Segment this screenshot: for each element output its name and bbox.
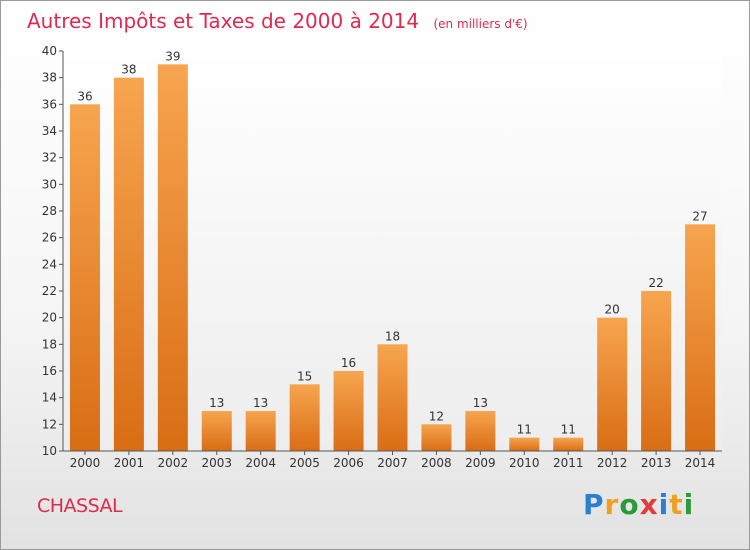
y-tick-label: 14 (42, 391, 57, 405)
data-label: 38 (121, 63, 136, 77)
y-tick-label: 16 (42, 364, 57, 378)
data-label: 11 (517, 423, 532, 437)
x-tick-label: 2004 (245, 456, 276, 470)
bar-2011 (553, 437, 584, 451)
bar-2005 (289, 384, 320, 451)
x-tick-label: 2006 (333, 456, 364, 470)
y-tick-label: 12 (42, 417, 57, 431)
bar-2006 (333, 371, 364, 451)
data-label: 18 (385, 329, 400, 343)
logo-letter: x (639, 488, 659, 521)
y-tick-label: 26 (42, 231, 57, 245)
x-tick-label: 2007 (377, 456, 408, 470)
bar-2001 (113, 77, 144, 452)
data-label: 39 (165, 49, 180, 63)
x-tick-label: 2010 (509, 456, 540, 470)
logo-letter: o (619, 488, 640, 521)
x-tick-label: 2014 (685, 456, 716, 470)
data-label: 22 (648, 276, 663, 290)
bar-2008 (421, 424, 452, 451)
proxiti-logo[interactable]: Proxiti (583, 488, 694, 521)
y-tick-label: 10 (42, 444, 57, 458)
x-tick-label: 2005 (289, 456, 320, 470)
x-tick-label: 2013 (641, 456, 672, 470)
x-tick-label: 2000 (70, 456, 101, 470)
y-tick-label: 24 (42, 257, 57, 271)
y-tick-label: 30 (42, 177, 57, 191)
bar-2010 (509, 437, 540, 451)
bar-2007 (377, 344, 408, 451)
bar-2012 (597, 317, 628, 451)
logo-letter: i (683, 488, 695, 521)
chart-title: Autres Impôts et Taxes de 2000 à 2014 (e… (27, 9, 528, 33)
logo-letter: t (669, 488, 684, 521)
data-label: 20 (605, 303, 620, 317)
y-tick-label: 36 (42, 97, 57, 111)
chart-subtitle: (en milliers d'€) (433, 17, 527, 31)
x-tick-label: 2002 (158, 456, 189, 470)
data-label: 12 (429, 409, 444, 423)
y-tick-label: 22 (42, 284, 57, 298)
town-name: CHASSAL (37, 495, 123, 517)
chart-title-main: Autres Impôts et Taxes de 2000 à 2014 (27, 9, 419, 33)
data-label: 13 (253, 396, 268, 410)
logo-letter: P (583, 488, 605, 521)
y-tick-label: 38 (42, 71, 57, 85)
x-tick-label: 2003 (201, 456, 232, 470)
data-label: 36 (77, 89, 92, 103)
bar-2002 (157, 64, 188, 452)
data-label: 16 (341, 356, 356, 370)
bar-2000 (69, 104, 100, 451)
x-axis: 2000 2001 2002 2003 2004 2005 2006 2007 2008 2009… (63, 450, 722, 470)
logo-letter: r (604, 488, 620, 521)
x-tick-label: 2009 (465, 456, 496, 470)
y-tick-label: 40 (42, 44, 57, 58)
bars-group: 36 38 39 13 13 15 16 18 12 13 11 11 20 22 27 (69, 49, 716, 452)
y-tick-label: 32 (42, 151, 57, 165)
data-label: 11 (561, 423, 576, 437)
y-axis: 10 12 14 16 18 20 22 24 26 28 30 32 34 36 38 40 (42, 44, 64, 458)
logo-letter: i (658, 488, 670, 521)
bar-2014 (685, 224, 716, 451)
y-tick-label: 28 (42, 204, 57, 218)
bar-2009 (465, 411, 496, 451)
x-tick-label: 2011 (553, 456, 584, 470)
x-tick-label: 2012 (597, 456, 628, 470)
x-tick-label: 2001 (114, 456, 145, 470)
y-tick-label: 18 (42, 337, 57, 351)
data-label: 13 (473, 396, 488, 410)
bar-2003 (201, 411, 232, 451)
x-tick-label: 2008 (421, 456, 452, 470)
data-label: 15 (297, 369, 312, 383)
y-tick-label: 34 (42, 124, 57, 138)
data-label: 13 (209, 396, 224, 410)
bar-2013 (641, 291, 672, 451)
bar-2004 (245, 411, 276, 451)
data-label: 27 (692, 209, 707, 223)
y-tick-label: 20 (42, 311, 57, 325)
